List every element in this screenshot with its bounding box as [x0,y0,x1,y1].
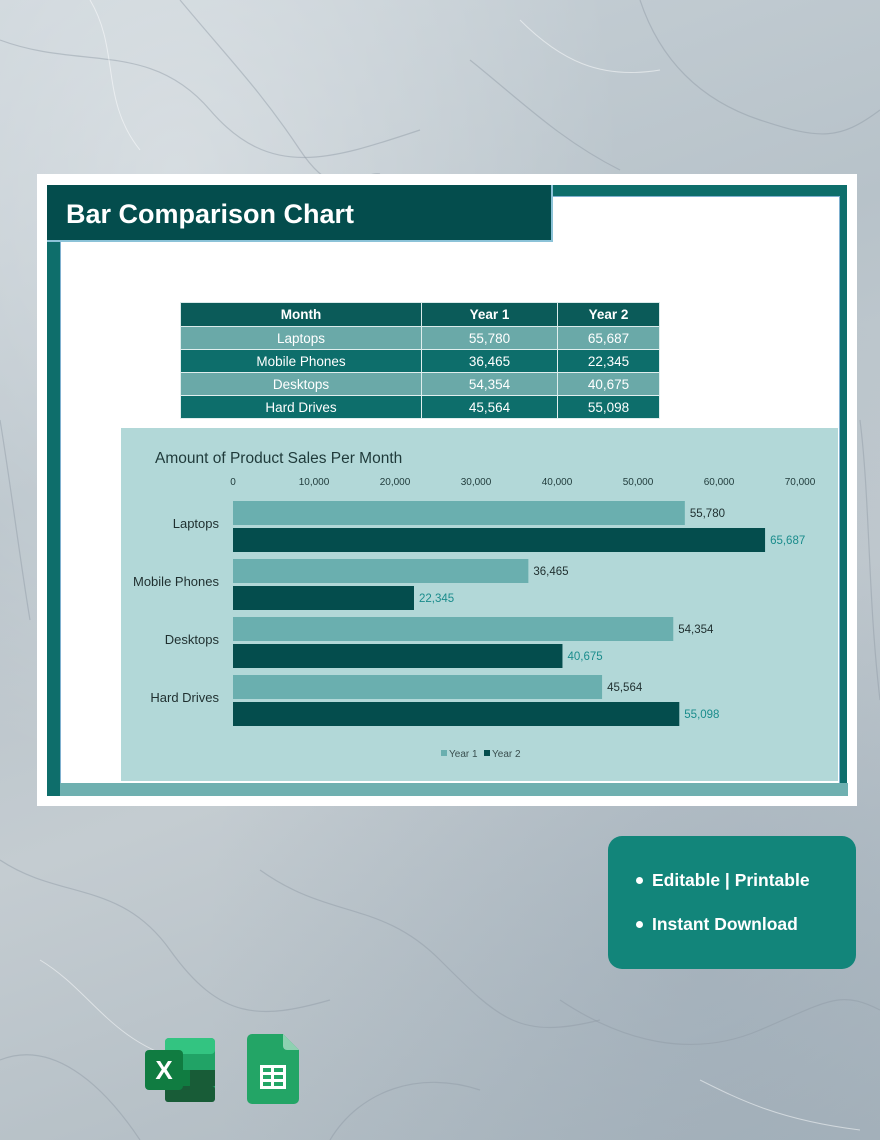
x-tick-label: 60,000 [704,477,735,488]
bar [233,559,529,583]
table-cell: 45,564 [421,395,558,419]
data-label: 65,687 [770,535,805,547]
bullet-icon [636,877,643,884]
table-cell: Laptops [180,326,422,350]
feature-label: Instant Download [652,914,798,934]
data-table: Month Year 1 Year 2 Laptops 55,780 65,68… [180,302,660,419]
bar [233,586,414,610]
x-tick-label: 10,000 [299,477,330,488]
data-label: 22,345 [419,593,454,605]
table-cell: 55,780 [421,326,558,350]
x-tick-label: 0 [230,477,236,488]
feature-label: Editable | Printable [652,870,810,890]
bar [233,675,603,699]
table-cell: 36,465 [421,349,558,373]
category-label: Laptops [173,516,220,531]
google-sheets-icon [247,1034,299,1104]
x-tick-label: 40,000 [542,477,573,488]
category-label: Hard Drives [150,690,219,705]
chart-title: Amount of Product Sales Per Month [155,450,403,467]
legend-label: Year 1 [449,749,478,760]
bar [233,644,563,668]
table-cell: 40,675 [557,372,660,396]
data-label: 54,354 [678,624,714,636]
table-cell: Mobile Phones [180,349,422,373]
table-header-row: Month Year 1 Year 2 [180,302,660,327]
feature-item: Editable | Printable [636,870,810,891]
features-badge: Editable | Printable Instant Download [608,836,856,969]
table-cell: Desktops [180,372,422,396]
legend-label: Year 2 [492,749,521,760]
bar [233,528,766,552]
bar [233,617,674,641]
table-header: Year 1 [421,302,558,327]
title-bar [47,185,553,242]
bar [233,702,680,726]
table-header: Month [180,302,422,327]
x-tick-label: 50,000 [623,477,654,488]
bar [233,501,685,525]
bullet-icon [636,921,643,928]
table-row: Hard Drives 45,564 55,098 [180,395,660,419]
page-title: Bar Comparison Chart [66,199,355,229]
table-row: Mobile Phones 36,465 22,345 [180,349,660,373]
data-label: 36,465 [533,566,568,578]
table-cell: 22,345 [557,349,660,373]
bar-chart: 0 10,000 20,000 30,000 40,000 50,000 60,000 70,… [133,477,816,760]
bottom-strip [60,783,848,796]
data-label: 55,098 [684,709,719,721]
feature-item: Instant Download [636,914,798,935]
x-tick-label: 70,000 [785,477,816,488]
category-label: Mobile Phones [133,574,219,589]
table-row: Laptops 55,780 65,687 [180,326,660,350]
excel-letter: X [155,1055,173,1085]
table-row: Desktops 54,354 40,675 [180,372,660,396]
x-tick-label: 30,000 [461,477,492,488]
category-label: Desktops [165,632,220,647]
excel-icon: X [145,1038,215,1102]
table-cell: 65,687 [557,326,660,350]
legend-swatch [484,750,490,756]
x-tick-label: 20,000 [380,477,411,488]
table-cell: Hard Drives [180,395,422,419]
table-cell: 54,354 [421,372,558,396]
legend-swatch [441,750,447,756]
table-cell: 55,098 [557,395,660,419]
data-label: 55,780 [690,508,725,520]
data-label: 40,675 [567,651,602,663]
table-header: Year 2 [557,302,660,327]
data-label: 45,564 [607,682,643,694]
